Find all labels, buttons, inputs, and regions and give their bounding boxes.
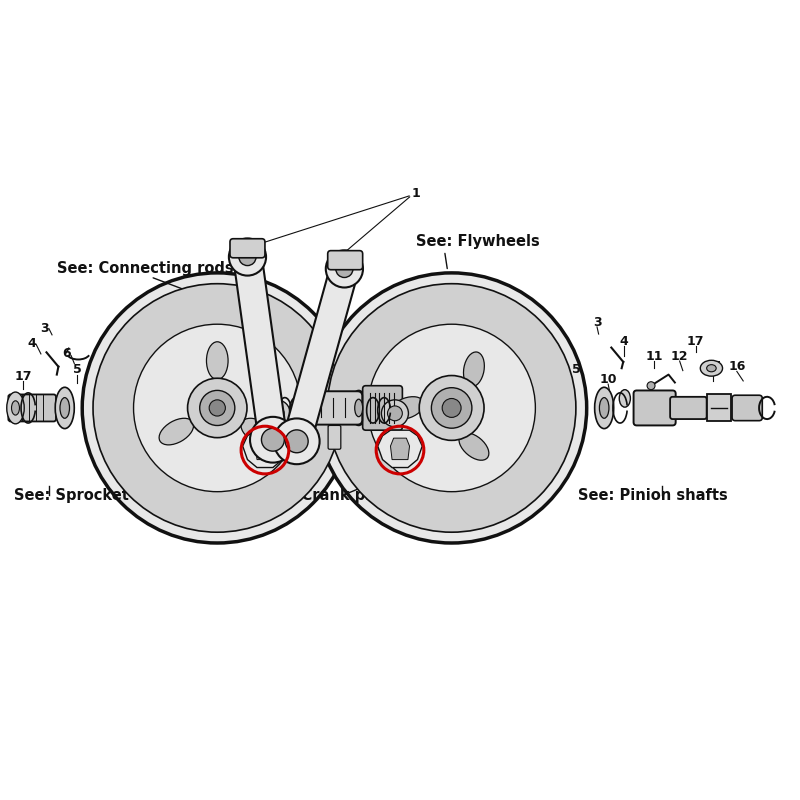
Ellipse shape — [463, 352, 484, 386]
FancyBboxPatch shape — [306, 391, 362, 425]
FancyBboxPatch shape — [707, 394, 731, 422]
Text: 4: 4 — [28, 337, 37, 350]
Circle shape — [317, 273, 586, 543]
Text: 2: 2 — [211, 371, 220, 384]
Ellipse shape — [390, 397, 424, 419]
FancyBboxPatch shape — [328, 426, 341, 450]
Circle shape — [326, 250, 363, 287]
Ellipse shape — [706, 365, 716, 372]
Circle shape — [327, 284, 576, 532]
Circle shape — [209, 400, 226, 416]
Ellipse shape — [11, 401, 19, 415]
FancyBboxPatch shape — [230, 238, 265, 258]
Text: 13: 13 — [254, 450, 270, 461]
Polygon shape — [283, 265, 358, 445]
Text: 12: 12 — [671, 350, 688, 363]
Ellipse shape — [599, 398, 609, 418]
Circle shape — [250, 417, 296, 462]
Ellipse shape — [241, 418, 275, 445]
FancyBboxPatch shape — [8, 394, 56, 422]
Circle shape — [93, 284, 342, 532]
Ellipse shape — [302, 390, 318, 426]
Circle shape — [286, 430, 308, 453]
Text: 8: 8 — [396, 474, 404, 486]
Text: See: Sprocket shafts: See: Sprocket shafts — [14, 488, 186, 503]
Polygon shape — [255, 438, 274, 459]
Text: 6: 6 — [62, 347, 70, 361]
FancyBboxPatch shape — [670, 397, 706, 419]
Ellipse shape — [206, 342, 228, 379]
Text: 9: 9 — [340, 370, 349, 382]
Ellipse shape — [354, 399, 362, 417]
Text: 14: 14 — [266, 370, 284, 382]
Circle shape — [200, 390, 235, 426]
Ellipse shape — [60, 398, 70, 418]
Text: 17: 17 — [686, 334, 704, 348]
Circle shape — [229, 238, 266, 275]
Polygon shape — [242, 430, 287, 467]
FancyBboxPatch shape — [362, 386, 402, 430]
Ellipse shape — [700, 360, 722, 376]
Circle shape — [368, 324, 535, 492]
Text: 11: 11 — [646, 350, 663, 363]
Polygon shape — [390, 438, 410, 459]
Ellipse shape — [55, 387, 74, 429]
Circle shape — [270, 406, 284, 421]
Circle shape — [431, 388, 472, 428]
Circle shape — [382, 400, 409, 427]
Text: 4: 4 — [388, 461, 397, 474]
Text: See: Connecting rods: See: Connecting rods — [57, 261, 234, 276]
Text: 15: 15 — [704, 360, 722, 373]
Circle shape — [262, 428, 284, 451]
Text: 4: 4 — [266, 461, 275, 474]
Circle shape — [82, 273, 352, 543]
Circle shape — [239, 249, 256, 266]
Ellipse shape — [619, 390, 630, 407]
Text: See: Crank pins: See: Crank pins — [260, 488, 390, 503]
FancyBboxPatch shape — [732, 395, 762, 421]
Circle shape — [263, 400, 290, 427]
Text: 8: 8 — [261, 474, 270, 486]
Text: 7: 7 — [402, 370, 410, 382]
Text: See: Pinion shafts: See: Pinion shafts — [578, 488, 728, 503]
Circle shape — [647, 382, 655, 390]
Text: 5: 5 — [73, 363, 82, 376]
Ellipse shape — [306, 399, 314, 417]
Text: 4: 4 — [620, 334, 629, 348]
Circle shape — [134, 324, 301, 492]
Text: 10: 10 — [599, 373, 617, 386]
Polygon shape — [378, 430, 422, 467]
Text: 13: 13 — [387, 450, 403, 461]
FancyBboxPatch shape — [328, 250, 362, 270]
Ellipse shape — [350, 390, 366, 426]
Text: 7: 7 — [238, 370, 247, 382]
Circle shape — [387, 406, 402, 421]
Circle shape — [336, 260, 353, 278]
Ellipse shape — [159, 418, 194, 445]
Ellipse shape — [6, 392, 24, 424]
Ellipse shape — [594, 387, 614, 429]
Text: 17: 17 — [14, 370, 32, 382]
Text: 16: 16 — [728, 360, 746, 373]
Text: 3: 3 — [40, 322, 49, 335]
FancyBboxPatch shape — [634, 390, 676, 426]
Text: 3: 3 — [593, 316, 602, 329]
Text: 5: 5 — [572, 363, 581, 376]
Ellipse shape — [459, 433, 489, 460]
Circle shape — [274, 418, 320, 464]
Circle shape — [442, 398, 461, 418]
Circle shape — [419, 375, 484, 440]
Text: 1: 1 — [411, 187, 420, 200]
Circle shape — [187, 378, 247, 438]
Text: See: Flywheels: See: Flywheels — [416, 234, 540, 249]
Polygon shape — [234, 255, 287, 442]
